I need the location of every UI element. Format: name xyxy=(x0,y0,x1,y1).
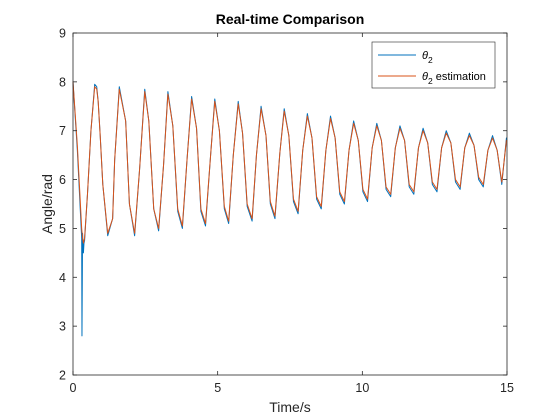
y-tick-label: 7 xyxy=(59,124,66,138)
series-line-2 xyxy=(72,81,507,244)
y-tick-label: 5 xyxy=(59,222,66,236)
legend-label-1: θ2 xyxy=(422,50,433,65)
legend: θ2 θ2 estimation xyxy=(371,41,496,89)
x-tick-label: 0 xyxy=(70,381,77,395)
y-tick-label: 8 xyxy=(59,75,66,89)
chart-title: Real-time Comparison xyxy=(216,11,365,27)
axes-frame xyxy=(72,32,508,376)
y-axis-label: Angle/rad xyxy=(39,174,55,234)
x-tick-label: 10 xyxy=(355,381,369,395)
ticks-layer: 0 5 10 15 2 3 4 5 6 7 8 9 xyxy=(59,27,514,396)
y-tick-label: 3 xyxy=(59,320,66,334)
y-tick-label: 2 xyxy=(59,369,66,383)
x-tick-label: 15 xyxy=(500,381,514,395)
y-tick-label: 4 xyxy=(59,271,66,285)
y-tick-label: 6 xyxy=(59,173,66,187)
legend-label-2: θ2 estimation xyxy=(422,71,486,86)
series-layer xyxy=(72,81,507,337)
x-axis-label: Time/s xyxy=(269,399,310,415)
y-tick-label: 9 xyxy=(59,27,66,41)
x-tick-label: 5 xyxy=(214,381,221,395)
legend-box xyxy=(371,41,496,89)
